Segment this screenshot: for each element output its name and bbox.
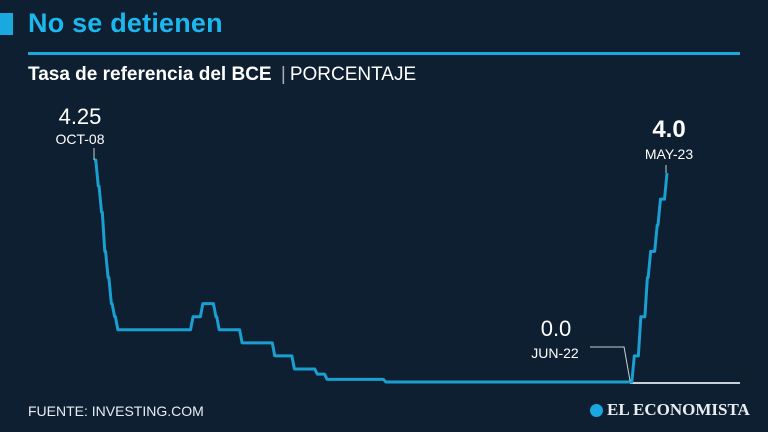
- logo-globe-icon: [590, 403, 603, 417]
- annotation-value-may23: 4.0: [652, 116, 685, 143]
- el-economista-logo: EL ECONOMISTA: [590, 400, 750, 420]
- leader-line-jun22: [590, 346, 631, 382]
- subtitle-main: Tasa de referencia del BCE: [28, 64, 272, 85]
- title-accent-bar: [0, 13, 13, 35]
- annotation-date-oct08: OCT-08: [55, 131, 104, 147]
- title-rule: [28, 52, 740, 55]
- annotation-date-may23: MAY-23: [645, 146, 693, 162]
- chart-subtitle: Tasa de referencia del BCE | PORCENTAJE: [28, 64, 416, 86]
- series-line: [94, 158, 669, 384]
- page-title: No se detienen: [28, 8, 223, 38]
- annotation-value-jun22: 0.0: [541, 316, 572, 341]
- logo-text: EL ECONOMISTA: [607, 400, 750, 419]
- source-note: FUENTE: INVESTING.COM: [28, 403, 204, 419]
- subtitle-unit: PORCENTAJE: [289, 64, 417, 85]
- annotation-value-oct08: 4.25: [59, 104, 102, 129]
- subtitle-separator: |: [280, 64, 286, 85]
- annotation-date-jun22: JUN-22: [531, 345, 579, 361]
